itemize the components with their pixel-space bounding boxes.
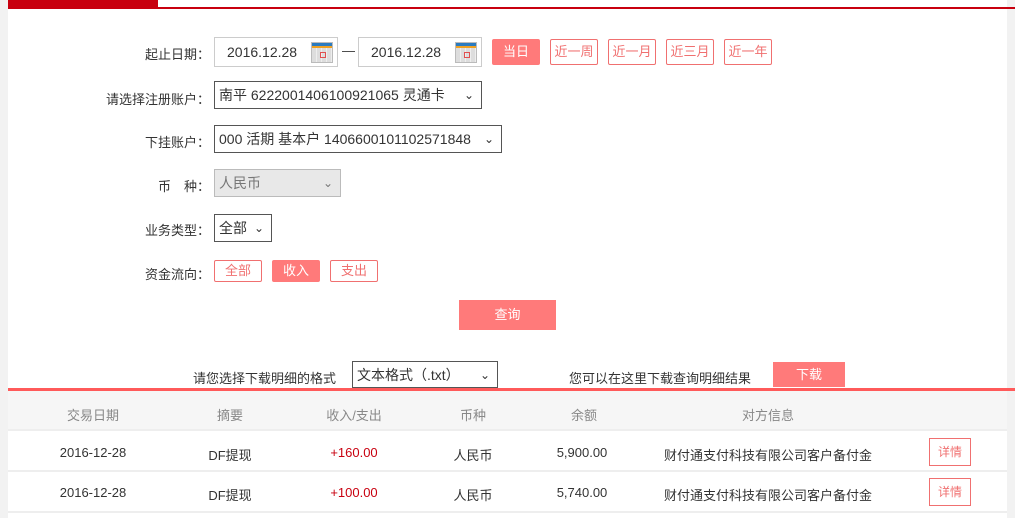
biz-type-value: 全部 [219, 220, 247, 236]
download-bar [8, 352, 1007, 390]
flow-label: 资金流向： [144, 267, 210, 282]
cell-amount: +100.00 [330, 485, 378, 500]
currency-value: 人民币 [219, 175, 261, 191]
chevron-down-icon: ⌄ [322, 176, 334, 190]
end-date-value: 2016.12.28 [371, 44, 442, 60]
cell-balance: 5,900.00 [556, 445, 608, 460]
flow-expense-button[interactable]: 支出 [330, 260, 378, 282]
cell-balance: 5,740.00 [556, 485, 608, 500]
sub-account-label: 下挂账户： [144, 135, 210, 150]
cell-counterparty: 财付通支付科技有限公司客户备付金 [663, 448, 872, 463]
table-row [8, 473, 1007, 513]
download-button[interactable]: 下载 [773, 362, 845, 387]
detail-button[interactable]: 详情 [929, 438, 971, 466]
header-currency: 币种 [459, 408, 486, 423]
flow-all-button[interactable]: 全部 [214, 260, 262, 282]
cell-counterparty: 财付通支付科技有限公司客户备付金 [663, 488, 872, 503]
range-3month-button[interactable]: 近三月 [666, 39, 714, 65]
sub-account-select[interactable]: 000 活期 基本户 1406600101102571848 ⌄ [214, 125, 502, 153]
calendar-icon[interactable] [455, 42, 477, 63]
biz-type-label: 业务类型： [144, 223, 210, 238]
header-balance: 余额 [570, 408, 597, 423]
download-hint: 您可以在这里下载查询明细结果 [569, 371, 752, 386]
currency-select: 人民币 ⌄ [214, 169, 341, 197]
header-summary: 摘要 [216, 408, 243, 423]
header-counterparty: 对方信息 [741, 408, 794, 423]
active-tab-bar [8, 0, 158, 8]
date-label: 起止日期： [144, 47, 210, 62]
table-header [8, 391, 1007, 431]
header-date: 交易日期 [66, 408, 119, 423]
download-format-value: 文本格式（.txt） [357, 367, 460, 383]
cell-summary: DF提现 [208, 448, 252, 463]
download-format-select[interactable]: 文本格式（.txt） ⌄ [352, 361, 498, 388]
range-month-button[interactable]: 近一月 [608, 39, 656, 65]
content-panel [8, 0, 1007, 518]
query-button[interactable]: 查询 [459, 300, 556, 330]
chevron-down-icon: ⌄ [253, 221, 265, 235]
tab-underline [8, 7, 1015, 9]
start-date-value: 2016.12.28 [227, 44, 298, 60]
account-label: 请选择注册账户： [105, 92, 210, 107]
download-format-label: 请您选择下载明细的格式 [193, 371, 337, 386]
table-row [8, 432, 1007, 472]
header-amount: 收入/支出 [326, 408, 382, 423]
cell-summary: DF提现 [208, 488, 252, 503]
cell-date: 2016-12-28 [59, 485, 127, 500]
chevron-down-icon: ⌄ [479, 368, 491, 382]
range-year-button[interactable]: 近一年 [724, 39, 772, 65]
range-week-button[interactable]: 近一周 [550, 39, 598, 65]
flow-income-button[interactable]: 收入 [272, 260, 320, 282]
sub-account-value: 000 活期 基本户 1406600101102571848 [219, 131, 471, 147]
cell-amount: +160.00 [330, 445, 378, 460]
cell-date: 2016-12-28 [59, 445, 127, 460]
chevron-down-icon: ⌄ [463, 88, 475, 102]
range-today-button[interactable]: 当日 [492, 39, 540, 65]
calendar-icon[interactable] [311, 42, 333, 63]
cell-currency: 人民币 [453, 448, 493, 463]
detail-button[interactable]: 详情 [929, 478, 971, 506]
table-top-border [8, 388, 1015, 391]
start-date-input[interactable]: 2016.12.28 [214, 37, 338, 67]
chevron-down-icon: ⌄ [483, 132, 495, 146]
currency-label: 币 种： [157, 179, 210, 194]
cell-currency: 人民币 [453, 488, 493, 503]
end-date-input[interactable]: 2016.12.28 [358, 37, 482, 67]
account-select[interactable]: 南平 6222001406100921065 灵通卡 ⌄ [214, 81, 482, 109]
date-dash: — [342, 43, 355, 58]
account-value: 南平 6222001406100921065 灵通卡 [219, 87, 445, 103]
biz-type-select[interactable]: 全部 ⌄ [214, 214, 272, 242]
